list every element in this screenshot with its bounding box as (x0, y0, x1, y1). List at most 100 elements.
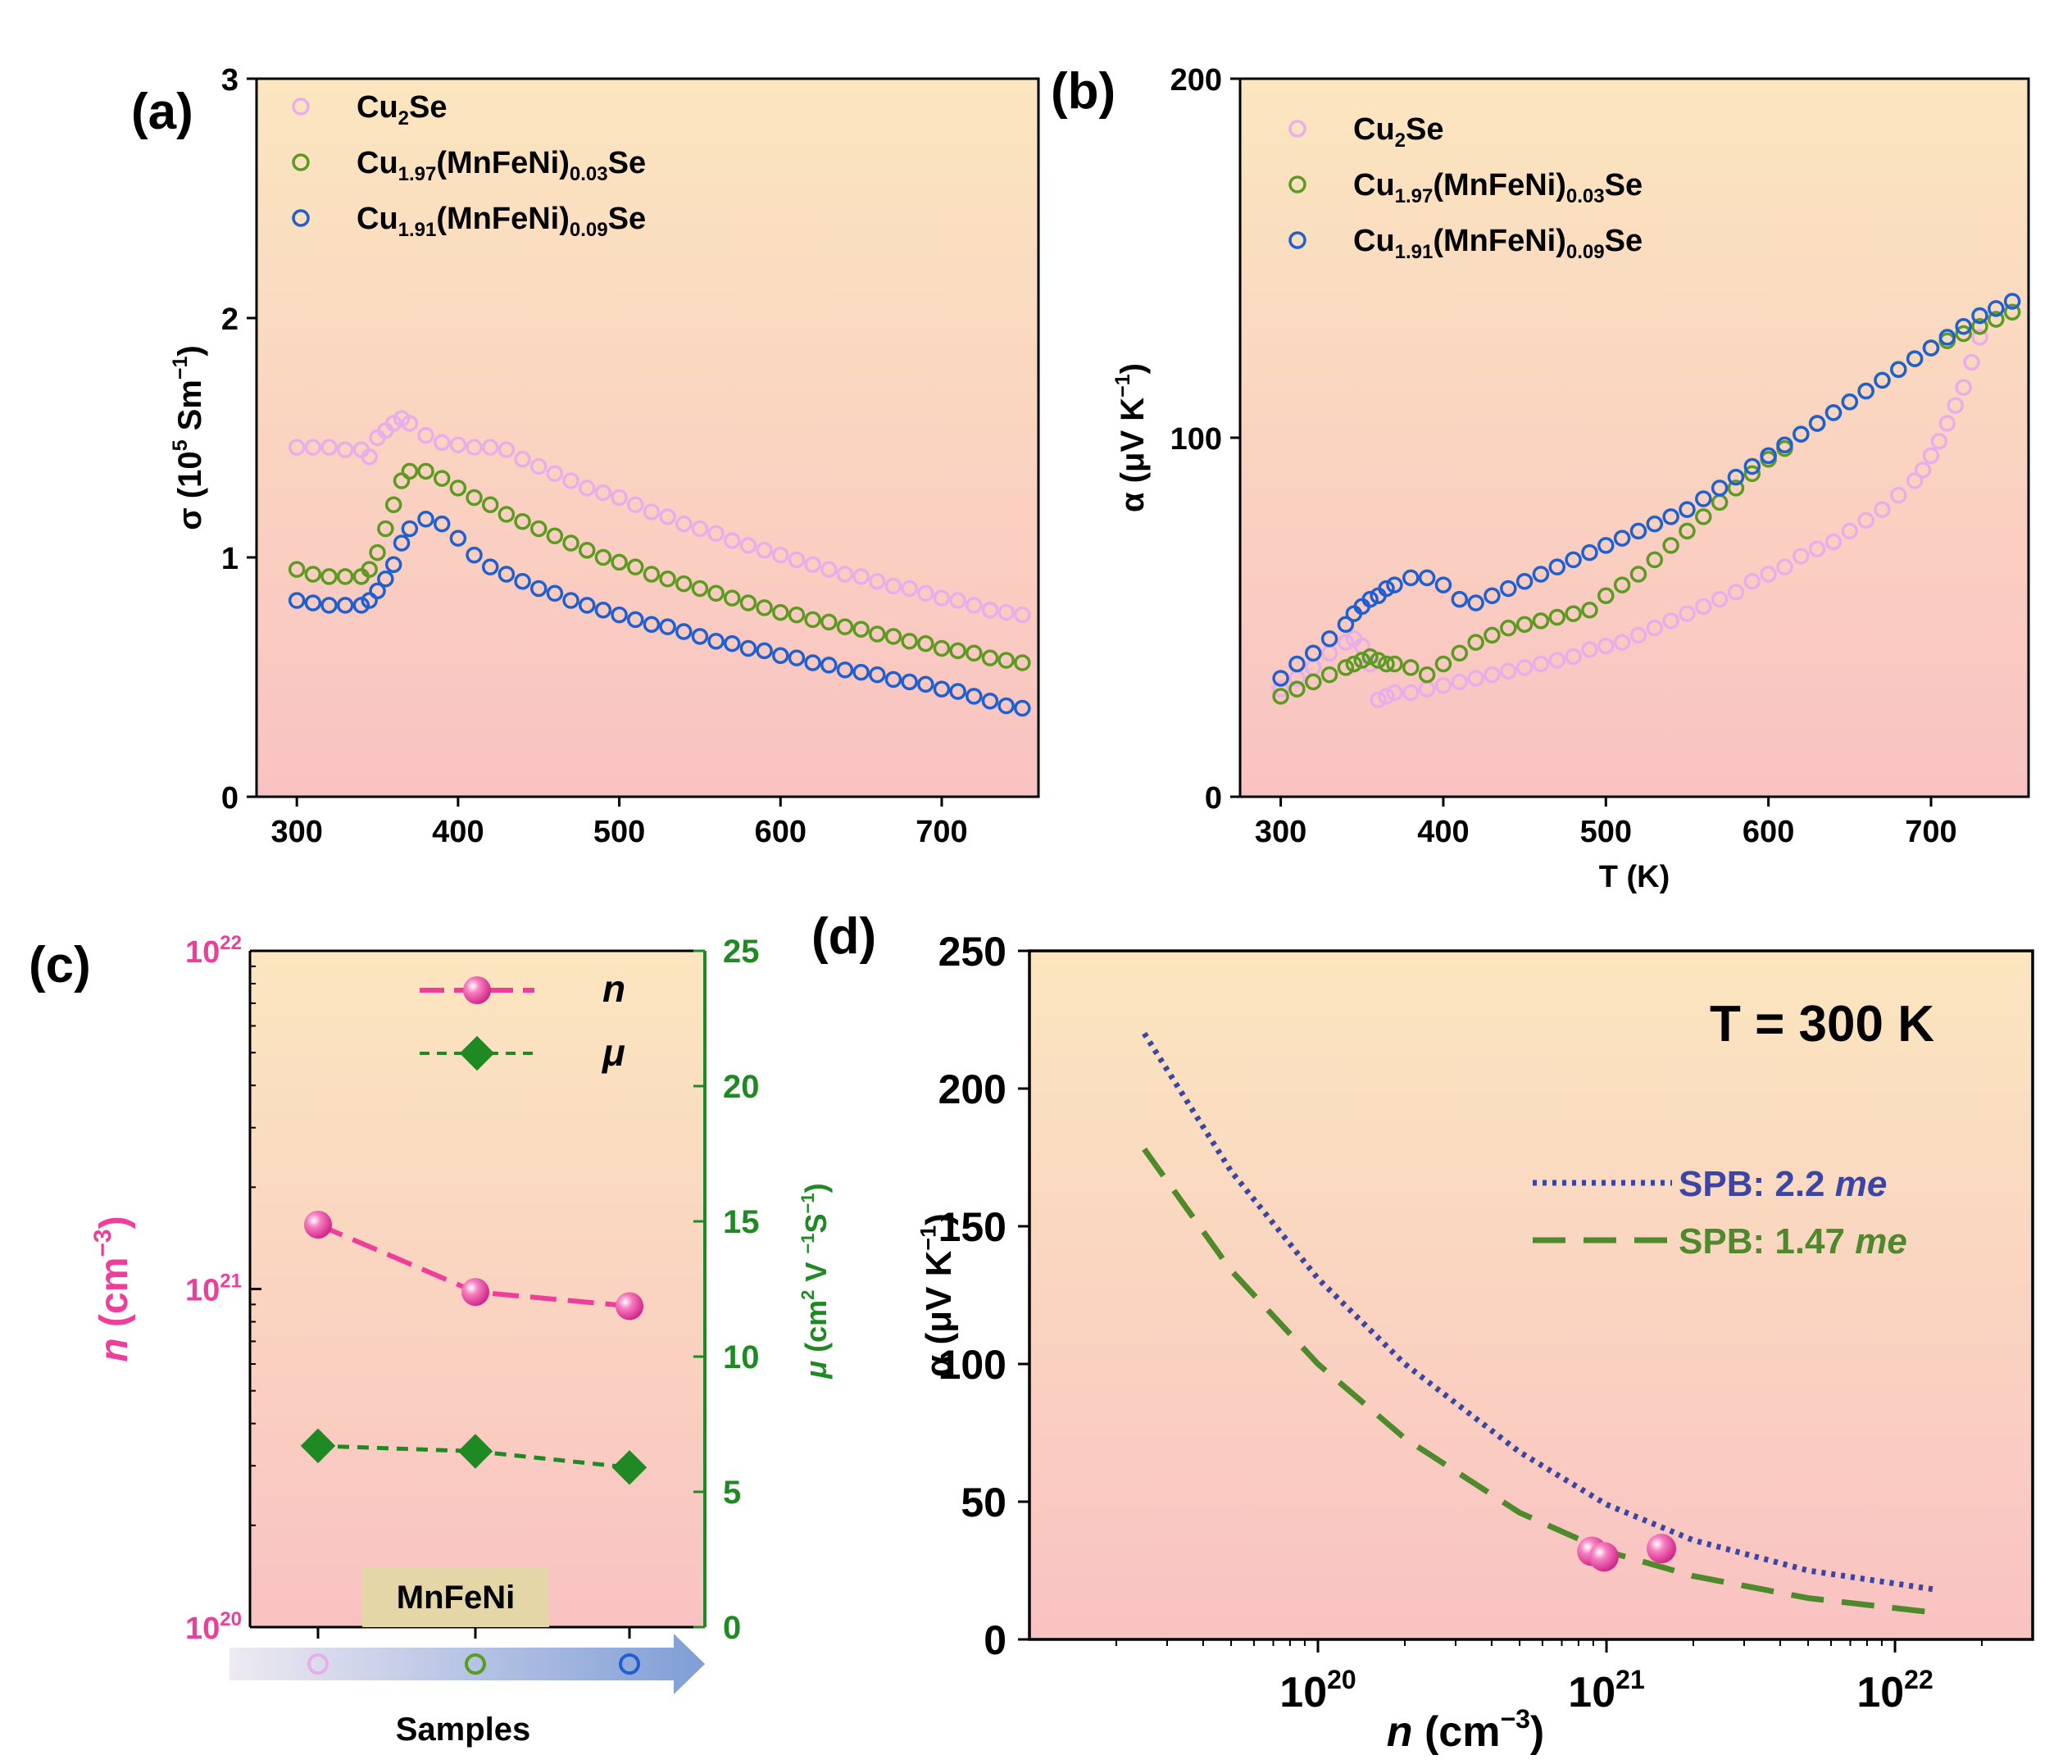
data-point (1402, 659, 1420, 676)
data-point (1711, 590, 1729, 608)
label-part: Cu (357, 90, 398, 125)
data-point (1434, 576, 1452, 593)
data-point (1272, 670, 1289, 687)
data-point (1532, 655, 1550, 673)
data-point (1743, 572, 1761, 590)
x-tick-label: 600 (755, 815, 807, 849)
data-point (949, 592, 966, 609)
label-part: S (799, 1213, 833, 1233)
data-point (1434, 676, 1452, 694)
x-tick-label: 500 (1580, 815, 1632, 849)
data-point (514, 572, 531, 590)
data-point (514, 512, 531, 530)
data-point (1565, 551, 1582, 569)
data-point (578, 597, 596, 614)
temperature-annotation: T = 300 K (1710, 996, 1934, 1052)
data-point (449, 530, 467, 547)
data-point (820, 657, 838, 674)
data-point (594, 548, 612, 566)
data-point (707, 632, 725, 650)
y-tick-label: 200 (1170, 63, 1222, 98)
data-point (1418, 569, 1436, 587)
label-part: SPB: 2.2 (1679, 1164, 1835, 1204)
data-point (546, 584, 564, 602)
data-point (594, 484, 612, 502)
data-point (739, 639, 757, 657)
data-point (659, 508, 676, 525)
data-point (417, 426, 434, 444)
data-point (1679, 501, 1696, 518)
y2-tick-label: 10 (723, 1339, 760, 1375)
data-point (401, 415, 419, 432)
label-part: Se (1605, 168, 1643, 202)
legend-label: Cu1.91(MnFeNi)0.09Se (357, 202, 646, 241)
data-point (611, 489, 628, 507)
x-tick-label: 300 (270, 815, 322, 849)
data-point (1922, 339, 1940, 357)
data-point (529, 457, 548, 475)
panel-a-chart: 300 400 500 600 7000123Cu2SeCu1.97(MnFeNi)0.… (169, 63, 1040, 849)
data-point (1597, 637, 1615, 655)
n-data-point (461, 1278, 489, 1307)
data-point (997, 652, 1015, 669)
data-point (626, 496, 644, 514)
data-point (1793, 548, 1810, 565)
data-point (369, 543, 386, 561)
mu-data-point (457, 1434, 493, 1469)
data-point (1305, 673, 1322, 691)
data-point (1515, 616, 1534, 634)
data-point (288, 561, 306, 578)
data-point (1841, 393, 1859, 411)
data-point (369, 582, 386, 600)
label-part: 2 (1395, 130, 1406, 152)
y-tick-label: 1 (221, 542, 239, 576)
data-point (949, 683, 966, 700)
data-point (1345, 655, 1363, 673)
legend-label-spb-2.2: SPB: 2.2 me (1679, 1164, 1887, 1204)
data-point (756, 541, 773, 559)
data-point (514, 451, 531, 468)
data-point (1695, 508, 1712, 525)
y-tick-label: 3 (221, 63, 239, 98)
data-point (1824, 533, 1843, 551)
y-tick-label: 1022 (185, 932, 242, 970)
data-point (739, 594, 757, 611)
data-point (611, 606, 628, 624)
y-tick-label: 50 (961, 1480, 1006, 1525)
data-point (1841, 522, 1859, 540)
label-part: 1.97 (1395, 185, 1434, 207)
data-point (1500, 662, 1517, 680)
data-point (1776, 436, 1793, 454)
data-point (997, 603, 1015, 621)
data-point (1922, 447, 1940, 465)
label-part: −1 (916, 1225, 941, 1251)
data-point (756, 642, 773, 660)
data-point (498, 566, 516, 583)
data-point (1451, 644, 1469, 662)
data-point (981, 601, 999, 619)
legend-marker-mu (459, 1035, 495, 1071)
data-point (966, 644, 983, 662)
label-part: ) (919, 1213, 959, 1225)
data-point (498, 506, 516, 523)
data-point (562, 472, 579, 489)
label-part: σ (10 (172, 451, 208, 530)
data-point (869, 625, 886, 643)
data-point (1402, 569, 1420, 587)
data-point (917, 584, 934, 602)
data-point (1727, 480, 1745, 497)
data-point (1930, 433, 1948, 450)
data-point (724, 532, 741, 549)
spb-2.2-curve (1142, 1031, 1938, 1593)
tick-exponent: 22 (220, 932, 242, 954)
data-point (449, 480, 467, 497)
data-point (917, 634, 934, 652)
data-point (707, 525, 725, 543)
label-part: Se (1605, 224, 1643, 258)
data-point (1565, 648, 1582, 666)
y-tick-label: 100 (1170, 422, 1222, 457)
y-tick-label: 1021 (185, 1271, 242, 1308)
data-point (724, 589, 741, 607)
